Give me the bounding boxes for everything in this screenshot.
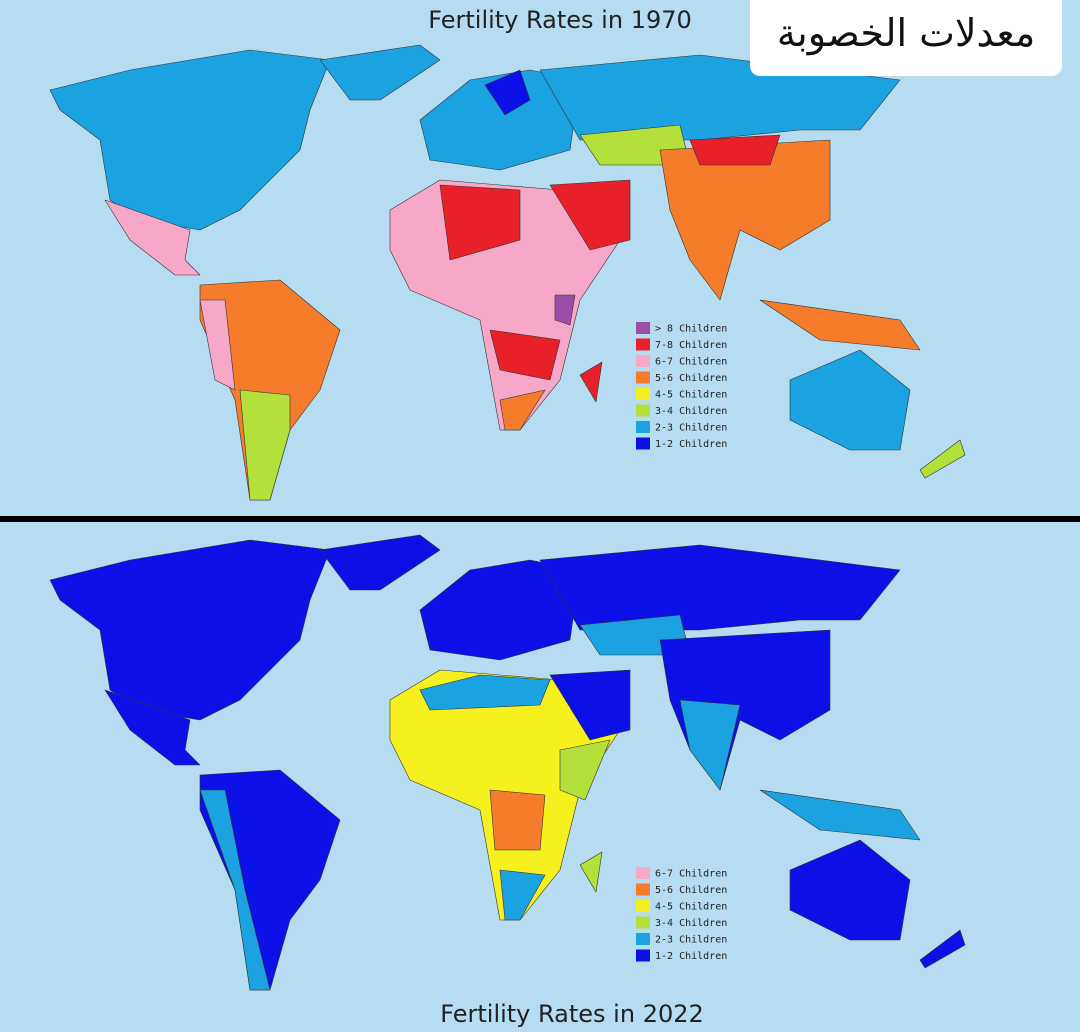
legend-swatch (636, 916, 650, 929)
legend-label: 6-7 Children (655, 869, 727, 880)
map-1970 (49, 44, 966, 501)
legend-swatch (636, 883, 650, 896)
legend-swatch (636, 355, 650, 367)
overlay-box (750, 0, 1062, 76)
overlay-title: معدلات الخصوبة (777, 11, 1035, 56)
legends: > 8 Children 7-8 Children 6-7 Children 5-6 … (636, 322, 727, 962)
legend-swatch (636, 900, 650, 912)
legend-swatch (636, 933, 650, 945)
map-title: Fertility Rates in 2022 (440, 1000, 704, 1028)
legend-label: 2-3 Children (655, 423, 727, 434)
legend-label: 3-4 Children (655, 918, 727, 929)
legend-swatch (636, 322, 650, 334)
legend-swatch (636, 371, 650, 384)
legend-label: 4-5 Children (655, 390, 727, 401)
legend-label: 2-3 Children (655, 935, 727, 946)
legend-label: 6-7 Children (655, 357, 727, 368)
legend-label: 7-8 Children (655, 340, 727, 351)
legend-label: 5-6 Children (655, 373, 727, 384)
legend-label: 5-6 Children (655, 885, 727, 896)
legend-label: 1-2 Children (655, 439, 727, 450)
map-2022 (49, 534, 966, 991)
legend-label: > 8 Children (655, 324, 727, 335)
legend-swatch (636, 404, 650, 417)
legend-swatch (636, 421, 650, 433)
legend-swatch (636, 437, 650, 450)
legend-swatch (636, 867, 650, 879)
legend-label: 4-5 Children (655, 902, 727, 913)
legend-label: 1-2 Children (655, 951, 727, 962)
legend-swatch (636, 338, 650, 351)
map-title: Fertility Rates in 1970 (428, 6, 692, 34)
legend-swatch (636, 949, 650, 962)
legend-swatch (636, 388, 650, 400)
divider (0, 516, 1080, 522)
legend-label: 3-4 Children (655, 406, 727, 417)
